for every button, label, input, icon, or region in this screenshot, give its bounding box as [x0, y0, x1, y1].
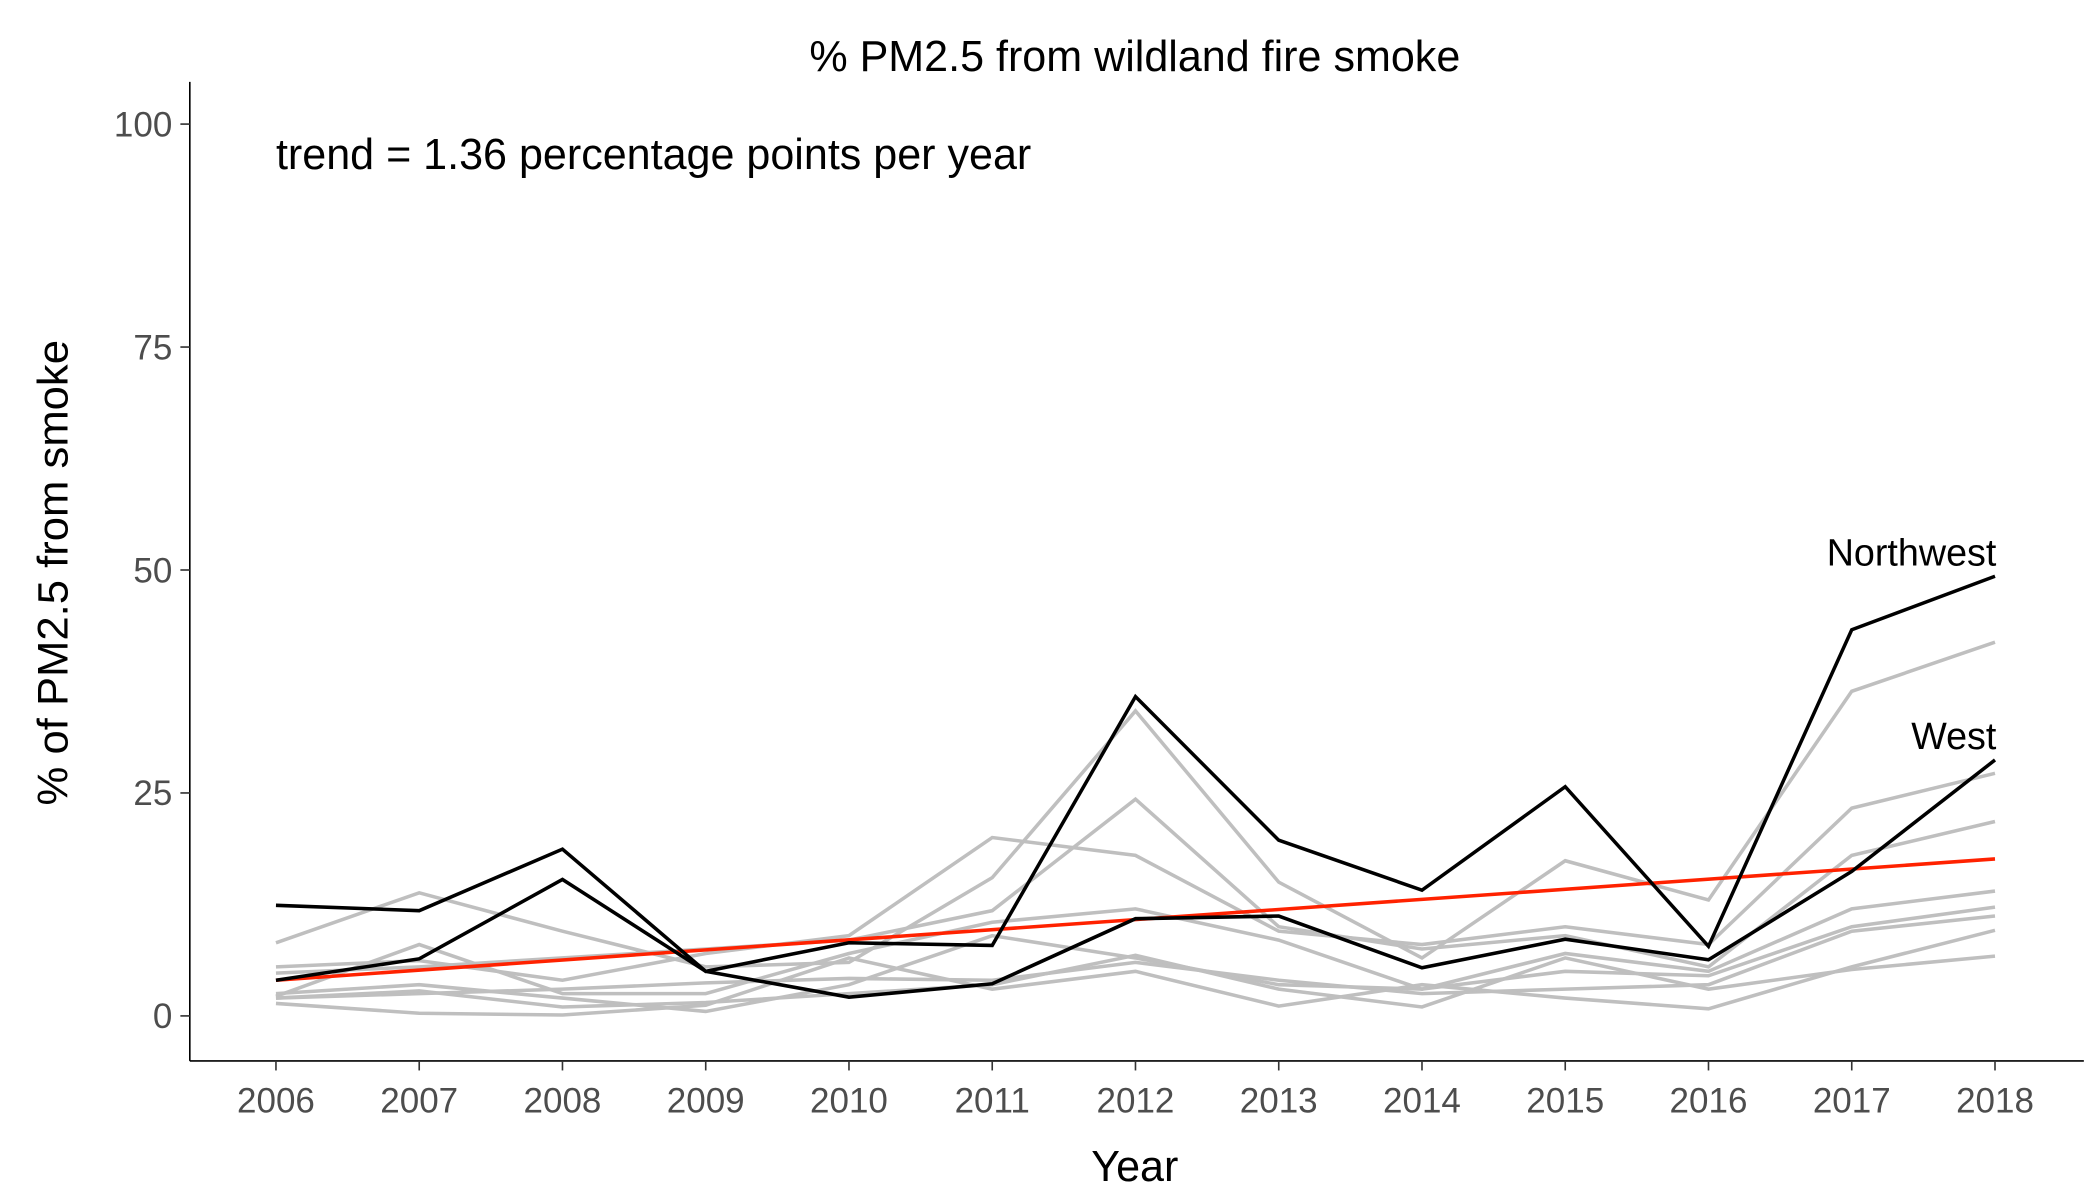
y-tick-label: 0: [153, 997, 172, 1036]
x-tick-label: 2012: [1097, 1082, 1175, 1121]
series-line-other: [275, 640, 1996, 969]
x-tick-label: 2013: [1240, 1082, 1318, 1121]
y-axis-label: % of PM2.5 from smoke: [30, 340, 78, 805]
x-tick-label: 2006: [237, 1082, 315, 1121]
chart-title: % PM2.5 from wildland fire smoke: [809, 33, 1460, 81]
x-tick-label: 2016: [1670, 1082, 1748, 1121]
x-tick-label: 2017: [1813, 1082, 1891, 1121]
x-tick-label: 2009: [667, 1082, 745, 1121]
y-tick-label: 25: [133, 774, 172, 813]
x-tick-label: 2007: [380, 1082, 458, 1121]
trend-annotation: trend = 1.36 percentage points per year: [276, 131, 1031, 179]
series-line-other: [275, 889, 1996, 998]
y-tick-label: 75: [133, 328, 172, 367]
series-label-northwest: Northwest: [1827, 532, 1997, 574]
x-tick-label: 2014: [1383, 1082, 1461, 1121]
x-tick-label: 2011: [955, 1082, 1030, 1121]
y-tick-label: 50: [133, 551, 172, 590]
x-tick-label: 2018: [1956, 1082, 2034, 1121]
series-line-other: [275, 905, 1996, 1014]
x-tick-label: 2015: [1526, 1082, 1604, 1121]
x-tick-label: 2010: [810, 1082, 888, 1121]
series-line-other: [275, 928, 1996, 1017]
series-line-other: [275, 914, 1996, 1000]
x-tick-label: 2008: [524, 1082, 602, 1121]
series-line-other: [275, 953, 1996, 1009]
series-label-west: West: [1911, 716, 1997, 758]
series-line-northwest: [275, 574, 1996, 974]
x-axis-label: Year: [1091, 1143, 1178, 1191]
series-line-west: [275, 758, 1997, 999]
y-tick-label: 100: [114, 105, 172, 144]
series-line-other: [275, 796, 1996, 975]
